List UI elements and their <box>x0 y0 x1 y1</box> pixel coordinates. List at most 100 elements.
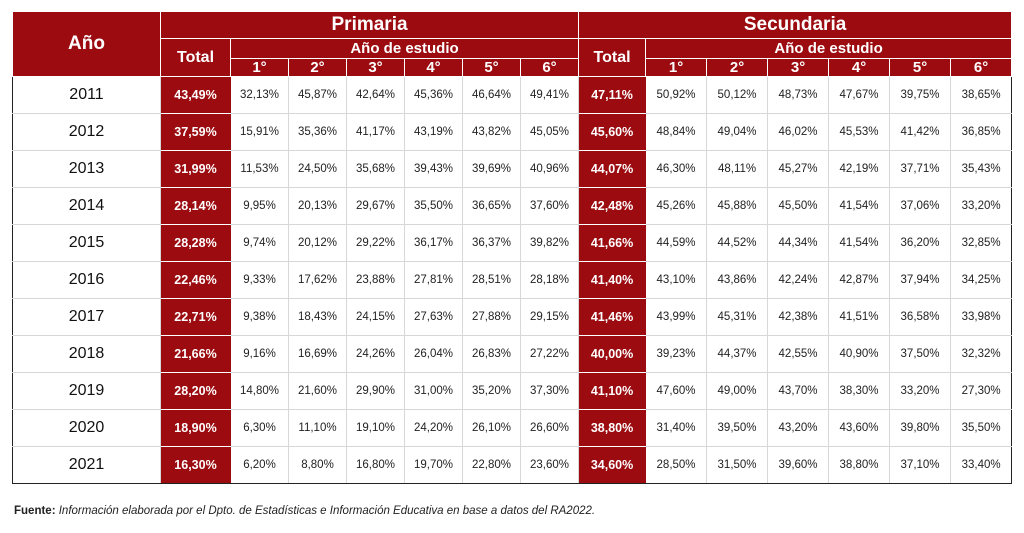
secundaria-total-cell: 41,46% <box>578 298 647 336</box>
secundaria-grade-cell: 42,38% <box>767 298 830 336</box>
primaria-grade-header: 4° <box>404 58 463 77</box>
primaria-grade-cell: 39,82% <box>519 224 580 262</box>
primaria-grade-header: 6° <box>519 58 580 77</box>
primaria-grade-cell: 43,82% <box>462 113 521 151</box>
secundaria-grade-header: 6° <box>950 58 1013 77</box>
secundaria-grade-cell: 43,20% <box>767 409 830 447</box>
year-cell: 2021 <box>12 446 161 484</box>
table-row: 2020 18,90% 6,30% 11,10% 19,10% 24,20% 26,10% 2… <box>12 409 1013 447</box>
secundaria-grade-header: 3° <box>767 58 830 77</box>
secundaria-grade-header: 5° <box>889 58 952 77</box>
primaria-grade-cell: 9,33% <box>230 261 289 299</box>
secundaria-grade-cell: 48,11% <box>706 150 769 188</box>
secundaria-grade-cell: 39,75% <box>889 76 952 114</box>
primaria-grade-cell: 39,69% <box>462 150 521 188</box>
primaria-total-cell: 21,66% <box>160 335 231 373</box>
footer-source: Fuente: Información elaborada por el Dpt… <box>14 505 595 517</box>
primaria-total-cell: 28,20% <box>160 372 231 410</box>
primaria-grade-cell: 42,64% <box>346 76 405 114</box>
year-cell: 2015 <box>12 224 161 262</box>
primaria-grade-cell: 26,10% <box>462 409 521 447</box>
primaria-grade-cell: 24,50% <box>288 150 347 188</box>
secundaria-grade-cell: 28,50% <box>645 446 708 484</box>
secundaria-grade-cell: 32,32% <box>950 335 1013 373</box>
secundaria-grade-cell: 37,71% <box>889 150 952 188</box>
primaria-grade-cell: 29,15% <box>519 298 580 336</box>
primaria-grade-cell: 6,30% <box>230 409 289 447</box>
secundaria-grade-cell: 41,42% <box>889 113 952 151</box>
secundaria-grade-cell: 43,70% <box>767 372 830 410</box>
secundaria-grade-cell: 43,99% <box>645 298 708 336</box>
secundaria-grade-cell: 39,60% <box>767 446 830 484</box>
secundaria-grade-cell: 32,85% <box>950 224 1013 262</box>
table-row: 2014 28,14% 9,95% 20,13% 29,67% 35,50% 36,65% 3… <box>12 187 1013 225</box>
secundaria-grade-cell: 40,90% <box>828 335 891 373</box>
primaria-grade-cell: 40,96% <box>519 150 580 188</box>
secundaria-grade-header: 1° <box>645 58 708 77</box>
primaria-grade-cell: 24,15% <box>346 298 405 336</box>
secundaria-grade-cell: 33,98% <box>950 298 1013 336</box>
primaria-grade-cell: 22,80% <box>462 446 521 484</box>
secundaria-grade-cell: 37,50% <box>889 335 952 373</box>
secundaria-header: Secundaria <box>578 11 1013 39</box>
secundaria-grade-cell: 43,60% <box>828 409 891 447</box>
secundaria-grade-cell: 43,86% <box>706 261 769 299</box>
primaria-grade-cell: 21,60% <box>288 372 347 410</box>
secundaria-grade-cell: 36,58% <box>889 298 952 336</box>
primaria-total-cell: 22,71% <box>160 298 231 336</box>
primaria-total-cell: 28,14% <box>160 187 231 225</box>
primaria-total-cell: 37,59% <box>160 113 231 151</box>
primaria-grade-cell: 17,62% <box>288 261 347 299</box>
table-row: 2012 37,59% 15,91% 35,36% 41,17% 43,19% 43,82%… <box>12 113 1013 151</box>
primaria-grade-cell: 37,60% <box>519 187 580 225</box>
table-row: 2018 21,66% 9,16% 16,69% 24,26% 26,04% 26,83% 2… <box>12 335 1013 373</box>
primaria-grade-cell: 46,64% <box>462 76 521 114</box>
table-row: 2021 16,30% 6,20% 8,80% 16,80% 19,70% 22,80% 23… <box>12 446 1013 484</box>
primaria-total-header: Total <box>160 38 231 77</box>
table-row: 2011 43,49% 32,13% 45,87% 42,64% 45,36% 46,64%… <box>12 76 1013 114</box>
primaria-grade-cell: 27,22% <box>519 335 580 373</box>
primaria-total-cell: 28,28% <box>160 224 231 262</box>
secundaria-total-cell: 41,40% <box>578 261 647 299</box>
secundaria-grade-cell: 42,55% <box>767 335 830 373</box>
primaria-grade-cell: 26,04% <box>404 335 463 373</box>
secundaria-grade-cell: 50,92% <box>645 76 708 114</box>
secundaria-grade-cell: 39,80% <box>889 409 952 447</box>
year-cell: 2011 <box>12 76 161 114</box>
primaria-grade-cell: 35,50% <box>404 187 463 225</box>
primaria-grade-cell: 32,13% <box>230 76 289 114</box>
primaria-grade-cell: 36,37% <box>462 224 521 262</box>
primaria-grade-cell: 16,80% <box>346 446 405 484</box>
primaria-grade-cell: 6,20% <box>230 446 289 484</box>
primaria-grade-cell: 8,80% <box>288 446 347 484</box>
primaria-anio-estudio-header: Año de estudio <box>229 38 580 59</box>
year-cell: 2014 <box>12 187 161 225</box>
primaria-grade-cell: 37,30% <box>519 372 580 410</box>
primaria-total-cell: 16,30% <box>160 446 231 484</box>
secundaria-grade-cell: 42,24% <box>767 261 830 299</box>
secundaria-grade-cell: 43,10% <box>645 261 708 299</box>
primaria-grade-cell: 20,13% <box>288 187 347 225</box>
primaria-header: Primaria <box>159 11 580 39</box>
primaria-grade-cell: 26,83% <box>462 335 521 373</box>
secundaria-grade-cell: 47,67% <box>828 76 891 114</box>
secundaria-grade-cell: 41,54% <box>828 224 891 262</box>
secundaria-grade-cell: 35,43% <box>950 150 1013 188</box>
primaria-total-cell: 18,90% <box>160 409 231 447</box>
primaria-grade-cell: 27,81% <box>404 261 463 299</box>
footer-label: Fuente: <box>14 505 56 517</box>
secundaria-grade-cell: 48,73% <box>767 76 830 114</box>
primaria-grade-cell: 45,87% <box>288 76 347 114</box>
primaria-grade-cell: 9,38% <box>230 298 289 336</box>
table-row: 2017 22,71% 9,38% 18,43% 24,15% 27,63% 27,88% 2… <box>12 298 1013 336</box>
secundaria-grade-cell: 47,60% <box>645 372 708 410</box>
secundaria-grade-cell: 39,50% <box>706 409 769 447</box>
primaria-grade-cell: 35,20% <box>462 372 521 410</box>
primaria-total-cell: 31,99% <box>160 150 231 188</box>
secundaria-total-cell: 40,00% <box>578 335 647 373</box>
primaria-grade-cell: 20,12% <box>288 224 347 262</box>
footer-text: Información elaborada por el Dpto. de Es… <box>58 505 596 517</box>
primaria-grade-cell: 29,22% <box>346 224 405 262</box>
primaria-grade-header: 5° <box>462 58 521 77</box>
secundaria-total-cell: 44,07% <box>578 150 647 188</box>
